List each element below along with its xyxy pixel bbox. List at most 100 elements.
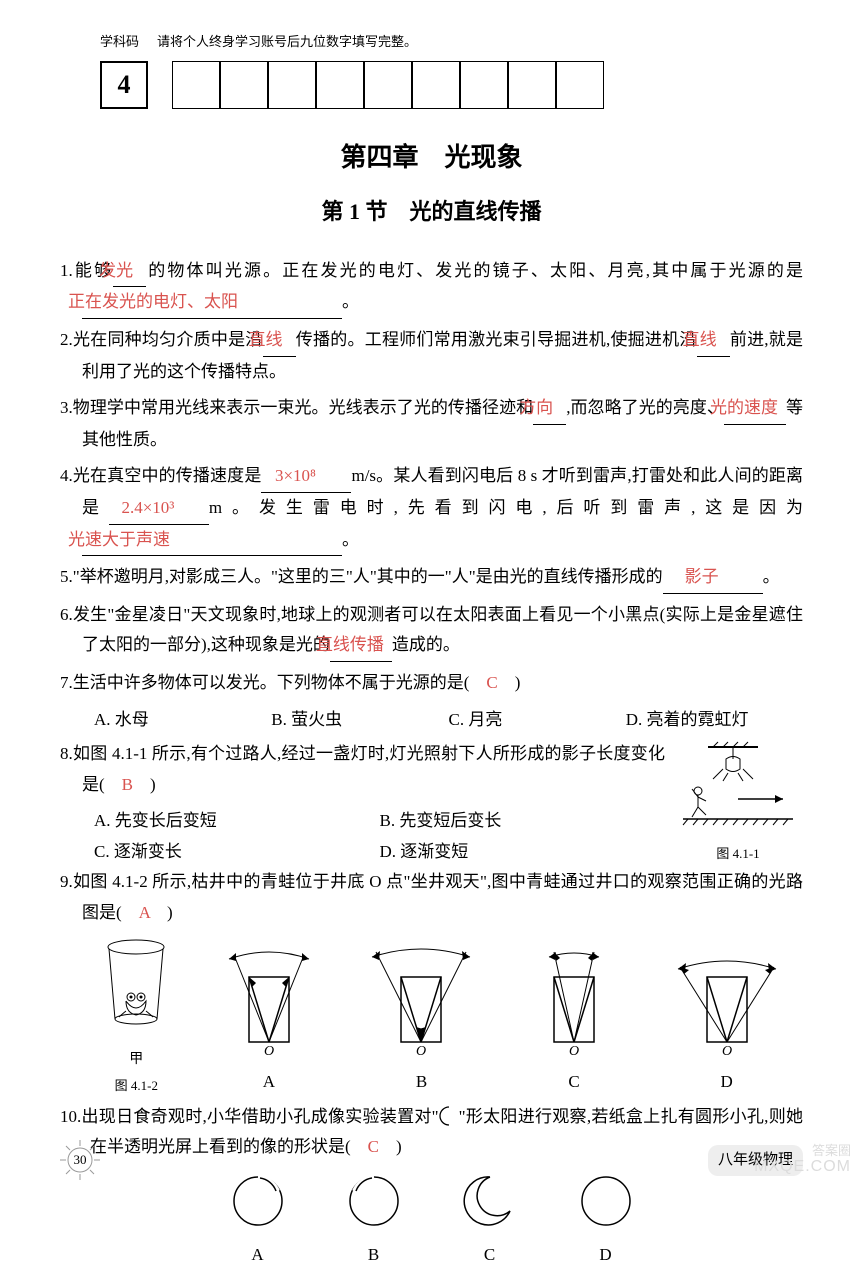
q-num: 8. — [60, 744, 73, 763]
page-number: 30 — [60, 1140, 100, 1180]
question-8-block: 图 4.1-1 8.如图 4.1-1 所示,有个过路人,经过一盏灯时,灯光照射下… — [60, 739, 803, 867]
option-label: A — [214, 1067, 324, 1098]
answer: B — [122, 775, 133, 794]
well-light-c: O — [519, 947, 629, 1057]
q-num: 3. — [60, 398, 73, 417]
code-boxes-row: 4 — [100, 61, 803, 109]
option-label: C — [519, 1067, 629, 1098]
q9-option-b-figure: O B — [366, 947, 476, 1098]
q10-option-c: C — [462, 1173, 518, 1270]
page-num-text: 30 — [74, 1148, 87, 1171]
q-num: 9. — [60, 872, 73, 891]
option-b: B. 先变短后变长 — [380, 806, 666, 837]
q-text: 光在同种均匀介质中是沿 — [73, 330, 263, 349]
fill-box[interactable] — [460, 61, 508, 109]
well-light-b: O — [366, 947, 476, 1057]
q-num: 7. — [60, 673, 73, 692]
option-d: D. 亮着的霓虹灯 — [626, 705, 803, 736]
q9-figures: 甲 图 4.1-2 O A O — [80, 937, 803, 1098]
q7-options: A. 水母 B. 萤火虫 C. 月亮 D. 亮着的霓虹灯 — [60, 705, 803, 736]
answer: 直线传播 — [330, 630, 392, 662]
figure-caption: 图 4.1-2 — [101, 1074, 171, 1097]
answer: 光速大于声速 — [82, 525, 342, 557]
question-5: 5."举杯邀明月,对影成三人。"这里的三"人"其中的一"人"是由光的直线传播形成… — [60, 562, 803, 594]
answer: C — [486, 673, 497, 692]
fill-box[interactable] — [364, 61, 412, 109]
option-c: C. 月亮 — [449, 705, 626, 736]
svg-text:O: O — [264, 1044, 274, 1057]
q-num: 5. — [60, 567, 73, 586]
q-text: 造成的。 — [392, 635, 460, 654]
q-num: 2. — [60, 330, 73, 349]
fill-box[interactable] — [268, 61, 316, 109]
q-text: ,而忽略了光的亮度、 — [566, 398, 724, 417]
figure-4-1-1: 图 4.1-1 — [673, 739, 803, 865]
page-footer: 30 八年级物理 — [60, 1140, 803, 1180]
question-1: 1.能够发光的物体叫光源。正在发光的电灯、发光的镜子、太阳、月亮,其中属于光源的… — [60, 256, 803, 319]
q9-option-c-figure: O C — [519, 947, 629, 1098]
fill-box[interactable] — [220, 61, 268, 109]
q-text: 光在真空中的传播速度是 — [73, 466, 262, 485]
question-2: 2.光在同种均匀介质中是沿直线传播的。工程师们常用激光束引导掘进机,使掘进机沿直… — [60, 325, 803, 387]
well-light-a: O — [214, 947, 324, 1057]
crescent-sun-icon — [439, 1106, 459, 1126]
q-text: 传播的。工程师们常用激光束引导掘进机,使掘进机沿 — [296, 330, 697, 349]
option-label: D — [672, 1067, 782, 1098]
question-3: 3.物理学中常用光线来表示一束光。光线表示了光的传播径迹和方向,而忽略了光的亮度… — [60, 393, 803, 455]
q10-figures: A B C D — [60, 1173, 803, 1270]
shape-c-icon — [462, 1173, 518, 1229]
shape-b-icon — [346, 1173, 402, 1229]
q-num: 4. — [60, 466, 73, 485]
q10-option-d: D — [578, 1173, 634, 1270]
fill-box[interactable] — [172, 61, 220, 109]
question-7: 7.生活中许多物体可以发光。下列物体不属于光源的是( C ) — [60, 668, 803, 699]
question-4: 4.光在真空中的传播速度是3×10⁸m/s。某人看到闪电后 8 s 才听到雷声,… — [60, 461, 803, 556]
answer: 正在发光的电灯、太阳 — [82, 287, 342, 319]
section-title: 第 1 节 光的直线传播 — [60, 192, 803, 232]
lamp-person-diagram — [678, 739, 798, 829]
q-text: 如图 4.1-2 所示,枯井中的青蛙位于井底 O 点"坐井观天",图中青蛙通过井… — [73, 872, 803, 922]
option-b: B. 萤火虫 — [271, 705, 448, 736]
answer: 直线 — [697, 325, 730, 357]
header-labels: 学科码 请将个人终身学习账号后九位数字填写完整。 — [60, 30, 803, 53]
shape-d-icon — [578, 1173, 634, 1229]
fill-box[interactable] — [412, 61, 460, 109]
answer: 2.4×10³ — [109, 493, 209, 525]
q10-option-b: B — [346, 1173, 402, 1270]
option-label: C — [462, 1240, 518, 1270]
answer: 影子 — [663, 562, 763, 594]
question-9: 9.如图 4.1-2 所示,枯井中的青蛙位于井底 O 点"坐井观天",图中青蛙通… — [60, 867, 803, 928]
q9-option-d-figure: O D — [672, 947, 782, 1098]
frog-in-well-icon — [101, 937, 171, 1037]
option-label: B — [366, 1067, 476, 1098]
well-light-d: O — [672, 947, 782, 1057]
q8-options-row2: C. 逐渐变长 D. 逐渐变短 — [60, 837, 665, 868]
q-text: 。 — [763, 567, 780, 586]
subject-code-label: 学科码 — [100, 30, 139, 53]
fill-box[interactable] — [508, 61, 556, 109]
answer: 光的速度 — [724, 393, 786, 425]
fill-box[interactable] — [556, 61, 604, 109]
fill-box[interactable] — [316, 61, 364, 109]
chapter-title: 第四章 光现象 — [60, 135, 803, 182]
q-text: m。发生雷电时,先看到闪电,后听到雷声,这是因为 — [209, 498, 803, 517]
q-text: 如图 4.1-1 所示,有个过路人,经过一盏灯时,灯光照射下人所形成的影子长度变… — [73, 744, 665, 794]
answer: 3×10⁸ — [261, 461, 351, 493]
answer: A — [139, 903, 150, 922]
figure-caption: 图 4.1-1 — [673, 842, 803, 865]
watermark-line2: MXQE.COM — [754, 1153, 851, 1182]
option-label: A — [230, 1240, 286, 1270]
option-label: B — [346, 1240, 402, 1270]
q10-option-a: A — [230, 1173, 286, 1270]
q9-frog-figure: 甲 图 4.1-2 — [101, 937, 171, 1098]
q-text: 。 — [342, 292, 359, 311]
answer: 方向 — [533, 393, 566, 425]
q-num: 1. — [60, 261, 73, 280]
option-label: D — [578, 1240, 634, 1270]
q9-option-a-figure: O A — [214, 947, 324, 1098]
option-d: D. 逐渐变短 — [380, 837, 666, 868]
option-a: A. 先变长后变短 — [94, 806, 380, 837]
q-text: 物理学中常用光线来表示一束光。光线表示了光的传播径迹和 — [73, 398, 533, 417]
answer: 直线 — [263, 325, 296, 357]
svg-text:O: O — [569, 1044, 579, 1057]
